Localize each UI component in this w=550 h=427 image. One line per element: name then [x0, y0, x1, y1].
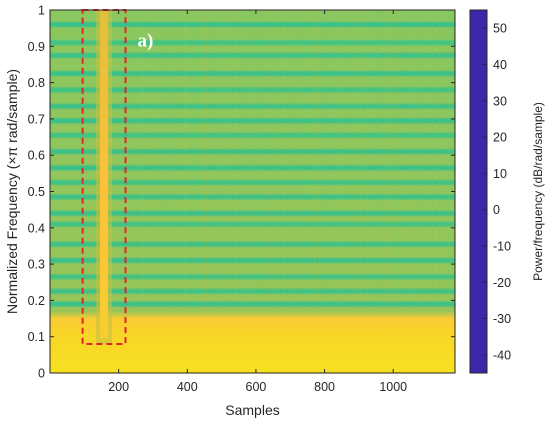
colorbar-label: Power/frequency (dB/rad/sample) [531, 102, 545, 281]
frequency-dip [50, 103, 455, 109]
y-tick-label: 0.6 [28, 149, 45, 163]
x-tick-label: 400 [177, 380, 198, 394]
y-tick-label: 0.1 [28, 330, 45, 344]
y-tick-label: 0.3 [28, 258, 45, 272]
frequency-dip [50, 241, 455, 247]
colorbar-tick-label: 10 [493, 167, 507, 181]
x-tick-label: 1000 [379, 380, 407, 394]
colorbar-tick-label: 40 [493, 58, 507, 72]
frequency-dip [50, 149, 455, 155]
frequency-dip [50, 194, 455, 200]
spectrogram-background [50, 10, 455, 373]
spectrogram-texture [130, 10, 453, 312]
frequency-dip [50, 22, 455, 28]
colorbar-frame [469, 9, 488, 374]
y-tick-label: 0.5 [28, 185, 45, 199]
y-tick-label: 0.8 [28, 76, 45, 90]
y-tick-label: 0 [38, 367, 45, 381]
frequency-dip [50, 132, 455, 138]
y-tick-label: 1 [38, 4, 45, 18]
frequency-dips [50, 22, 455, 307]
event-column [100, 10, 109, 339]
x-tick-label: 600 [246, 380, 267, 394]
frequency-dip [50, 221, 455, 227]
frequency-dip [50, 288, 455, 294]
colorbar-axis: 50 40 30 20 10 0 -10 -20 -30 -40 [483, 22, 511, 362]
frequency-dip [50, 165, 455, 171]
y-tick-label: 0.7 [28, 112, 45, 126]
colorbar-tick-label: 30 [493, 94, 507, 108]
frequency-dip [50, 118, 455, 124]
frequency-dip [50, 301, 455, 307]
y-tick-label: 0.4 [28, 221, 45, 235]
frequency-dip [50, 274, 455, 280]
colorbar-tick-label: 0 [493, 203, 500, 217]
x-tick-label: 800 [314, 380, 335, 394]
colorbar [470, 10, 487, 373]
x-axis: 200 400 600 800 1000 [108, 10, 407, 394]
frequency-dip [50, 87, 455, 93]
plot-area [50, 10, 455, 373]
x-axis-label: Samples [225, 402, 279, 418]
y-axis: 0 0.1 0.2 0.3 0.4 0.5 0.6 0.7 0.8 0.9 1 [28, 4, 455, 381]
frequency-dip [50, 71, 455, 77]
frequency-dip [50, 179, 455, 185]
y-tick-label: 0.2 [28, 294, 45, 308]
colorbar-tick-label: -10 [493, 239, 511, 253]
frequency-dip [50, 52, 455, 58]
y-axis-label: Normalized Frequency (×π rad/sample) [4, 69, 20, 314]
colorbar-tick-label: 20 [493, 131, 507, 145]
x-tick-label: 200 [108, 380, 129, 394]
colorbar-tick-label: -40 [493, 348, 511, 362]
panel-label: a) [138, 30, 154, 51]
frequency-dip [50, 40, 455, 46]
colorbar-tick-label: -20 [493, 276, 511, 290]
frequency-dip [50, 210, 455, 216]
y-tick-label: 0.9 [28, 40, 45, 54]
colorbar-tick-label: 50 [493, 22, 507, 36]
colorbar-tick-label: -30 [493, 312, 511, 326]
frequency-dip [50, 257, 455, 263]
